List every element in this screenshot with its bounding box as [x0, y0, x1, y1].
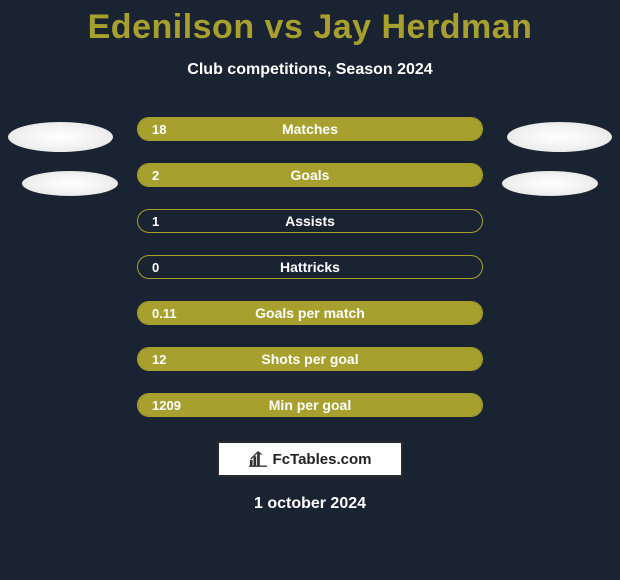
stat-fill — [138, 164, 482, 186]
stat-label: Assists — [138, 213, 482, 229]
stat-fill — [138, 394, 482, 416]
stat-value: 1 — [152, 214, 159, 229]
stat-row: 2Goals — [137, 163, 483, 187]
stat-row: 0Hattricks — [137, 255, 483, 279]
stat-value: 2 — [152, 168, 159, 183]
stat-label: Hattricks — [138, 259, 482, 275]
stat-row: 18Matches — [137, 117, 483, 141]
stat-fill — [138, 348, 482, 370]
player-b-name: Jay Herdman — [313, 8, 532, 46]
subtitle: Club competitions, Season 2024 — [0, 61, 620, 79]
stat-value: 18 — [152, 122, 166, 137]
stat-fill — [138, 118, 482, 140]
stat-value: 1209 — [152, 398, 181, 413]
logo-text: FcTables.com — [273, 451, 372, 468]
stat-fill — [138, 302, 482, 324]
stat-row: 0.11Goals per match — [137, 301, 483, 325]
comparison-title: Edenilson vs Jay Herdman — [0, 0, 620, 47]
stats-container: 18Matches 2Goals 1Assists 0Hattricks 0.11Goa… — [0, 117, 620, 417]
side-ellipse — [22, 171, 118, 196]
bars-icon — [249, 450, 267, 468]
stat-row: 1Assists — [137, 209, 483, 233]
side-ellipse — [502, 171, 598, 196]
fctables-logo: FcTables.com — [217, 441, 403, 477]
stat-value: 12 — [152, 352, 166, 367]
side-ellipse — [8, 122, 113, 152]
side-ellipse — [507, 122, 612, 152]
stat-row: 1209Min per goal — [137, 393, 483, 417]
vs-separator: vs — [265, 8, 304, 46]
stat-value: 0.11 — [152, 306, 177, 321]
date-text: 1 october 2024 — [0, 495, 620, 513]
stat-value: 0 — [152, 260, 159, 275]
stat-row: 12Shots per goal — [137, 347, 483, 371]
player-a-name: Edenilson — [88, 8, 255, 46]
